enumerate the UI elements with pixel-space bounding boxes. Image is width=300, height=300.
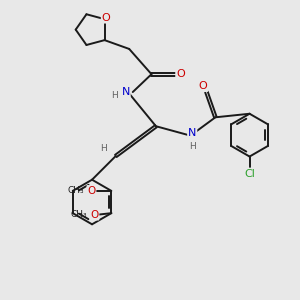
- Text: Cl: Cl: [244, 169, 255, 179]
- Text: O: O: [199, 81, 207, 91]
- Text: N: N: [122, 87, 130, 97]
- Text: O: O: [102, 13, 110, 22]
- Text: CH₃: CH₃: [70, 210, 87, 219]
- Text: O: O: [90, 210, 98, 220]
- Text: H: H: [189, 142, 196, 151]
- Text: H: H: [100, 144, 107, 153]
- Text: O: O: [176, 69, 185, 79]
- Text: O: O: [87, 186, 96, 196]
- Text: H: H: [112, 91, 118, 100]
- Text: N: N: [188, 128, 196, 138]
- Text: CH₃: CH₃: [68, 186, 84, 195]
